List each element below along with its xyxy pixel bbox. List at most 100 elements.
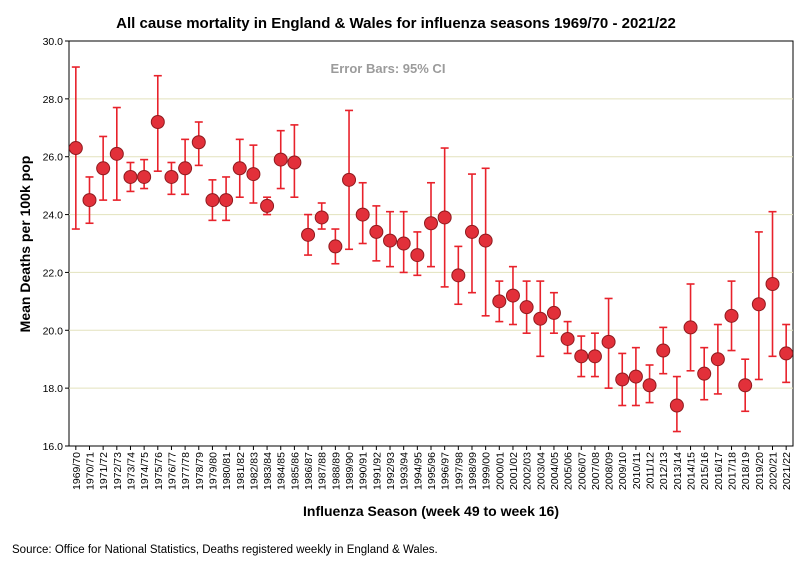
data-point <box>150 115 165 129</box>
data-point <box>260 198 275 213</box>
error-bars-annotation: Error Bars: 95% CI <box>331 61 446 76</box>
data-point <box>751 297 766 312</box>
x-tick-label: 1973/74 <box>125 452 137 490</box>
x-axis: 1969/70 1970/71 1971/72 1972/73 1973/74 1974/… <box>71 446 793 490</box>
data-point <box>219 193 234 208</box>
data-point <box>601 334 616 349</box>
x-tick-label: 2010/11 <box>631 452 643 489</box>
data-point <box>96 161 111 176</box>
x-tick-label: 2006/07 <box>576 452 588 490</box>
data-point <box>437 210 452 225</box>
data-point <box>574 349 589 364</box>
data-point <box>615 372 630 387</box>
x-tick-label: 1970/71 <box>84 452 96 490</box>
data-point <box>232 161 247 176</box>
x-tick-label: 1969/70 <box>71 452 83 490</box>
data-point <box>451 268 466 283</box>
x-tick-label: 1994/95 <box>412 452 424 490</box>
data-point <box>109 146 124 161</box>
x-axis-title: Influenza Season (week 49 to week 16) <box>303 503 559 519</box>
data-point <box>137 169 152 184</box>
x-tick-label: 2008/09 <box>604 452 616 490</box>
x-tick-label: 2017/18 <box>727 452 739 490</box>
x-tick-label: 1981/82 <box>235 452 247 490</box>
x-tick-label: 1983/84 <box>262 452 274 490</box>
x-tick-label: 2021/22 <box>781 452 793 490</box>
x-tick-label: 1997/98 <box>453 452 465 490</box>
x-tick-label: 1995/96 <box>426 452 438 490</box>
x-tick-label: 2007/08 <box>590 452 602 490</box>
x-tick-label: 2004/05 <box>549 452 561 490</box>
data-point <box>287 155 302 170</box>
x-tick-label: 1992/93 <box>385 452 397 490</box>
y-axis-title: Mean Deaths per 100k pop <box>17 156 33 333</box>
data-point <box>396 236 411 251</box>
data-point <box>410 248 425 263</box>
data-point <box>546 305 561 320</box>
y-tick-label: 26.0 <box>43 152 64 164</box>
x-tick-label: 1974/75 <box>139 452 151 490</box>
data-point <box>123 169 138 184</box>
data-point <box>328 239 343 254</box>
x-tick-label: 2016/17 <box>713 452 725 490</box>
x-tick-label: 2009/10 <box>617 452 629 490</box>
y-tick-label: 22.0 <box>43 267 64 279</box>
x-tick-label: 1993/94 <box>399 452 411 490</box>
data-point <box>560 331 575 346</box>
data-point <box>178 161 193 176</box>
x-tick-label: 1999/00 <box>481 452 493 490</box>
data-point <box>710 352 725 367</box>
x-tick-label: 2012/13 <box>658 452 670 490</box>
data-point <box>519 300 534 315</box>
x-tick-label: 1975/76 <box>153 452 165 490</box>
x-tick-label: 2000/01 <box>494 452 506 490</box>
y-axis: 16.0 18.0 20.0 22.0 24.0 26.0 28.0 30.0 <box>43 36 69 453</box>
x-tick-label: 2011/12 <box>645 452 657 489</box>
x-tick-label: 1982/83 <box>248 452 260 490</box>
data-point <box>314 210 329 225</box>
x-tick-label: 1976/77 <box>166 452 178 490</box>
data-point <box>738 378 753 393</box>
y-tick-label: 30.0 <box>43 36 64 48</box>
x-tick-label: 1987/88 <box>317 452 329 490</box>
data-point <box>301 227 316 242</box>
data-point <box>191 135 206 150</box>
x-tick-label: 1996/97 <box>440 452 452 490</box>
source-note: Source: Office for National Statistics, … <box>12 544 438 556</box>
data-point <box>656 343 671 358</box>
x-tick-label: 1984/85 <box>276 452 288 490</box>
data-point <box>424 216 438 231</box>
data-point <box>683 320 698 335</box>
y-tick-label: 16.0 <box>43 441 64 453</box>
data-point <box>273 152 288 167</box>
data-points <box>68 115 794 413</box>
data-point <box>342 172 357 187</box>
data-point <box>205 193 220 208</box>
data-point <box>355 207 370 222</box>
x-tick-label: 2003/04 <box>535 452 547 490</box>
data-point <box>765 277 780 291</box>
y-tick-label: 18.0 <box>43 383 64 395</box>
x-tick-label: 2013/14 <box>672 452 684 490</box>
x-tick-label: 1971/72 <box>98 452 110 490</box>
x-tick-label: 1978/79 <box>194 452 206 490</box>
chart-title: All cause mortality in England & Wales f… <box>116 15 676 32</box>
x-tick-label: 1980/81 <box>221 452 233 490</box>
x-tick-label: 2015/16 <box>699 452 711 490</box>
x-tick-label: 1989/90 <box>344 452 356 490</box>
x-tick-label: 1985/86 <box>289 452 301 490</box>
data-point <box>587 349 602 364</box>
x-tick-label: 2001/02 <box>508 452 520 490</box>
data-point <box>478 233 493 248</box>
x-tick-label: 2014/15 <box>686 452 698 490</box>
data-point <box>383 233 398 248</box>
x-tick-label: 2018/19 <box>740 452 752 490</box>
data-point <box>724 308 739 323</box>
x-tick-label: 1977/78 <box>180 452 192 490</box>
y-tick-label: 28.0 <box>43 94 64 106</box>
data-point <box>246 167 261 182</box>
data-point <box>492 294 507 309</box>
data-point <box>464 224 479 239</box>
data-point <box>628 369 643 384</box>
